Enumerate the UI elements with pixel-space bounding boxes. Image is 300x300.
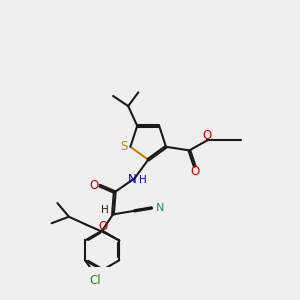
Text: H: H (101, 205, 109, 215)
Text: N: N (156, 203, 164, 213)
Text: O: O (89, 179, 98, 192)
Text: O: O (203, 129, 212, 142)
Text: H: H (139, 175, 146, 185)
Text: S: S (120, 140, 128, 153)
Text: O: O (190, 165, 200, 178)
Text: O: O (99, 220, 108, 233)
Text: Cl: Cl (89, 274, 101, 286)
Text: N: N (128, 172, 137, 186)
